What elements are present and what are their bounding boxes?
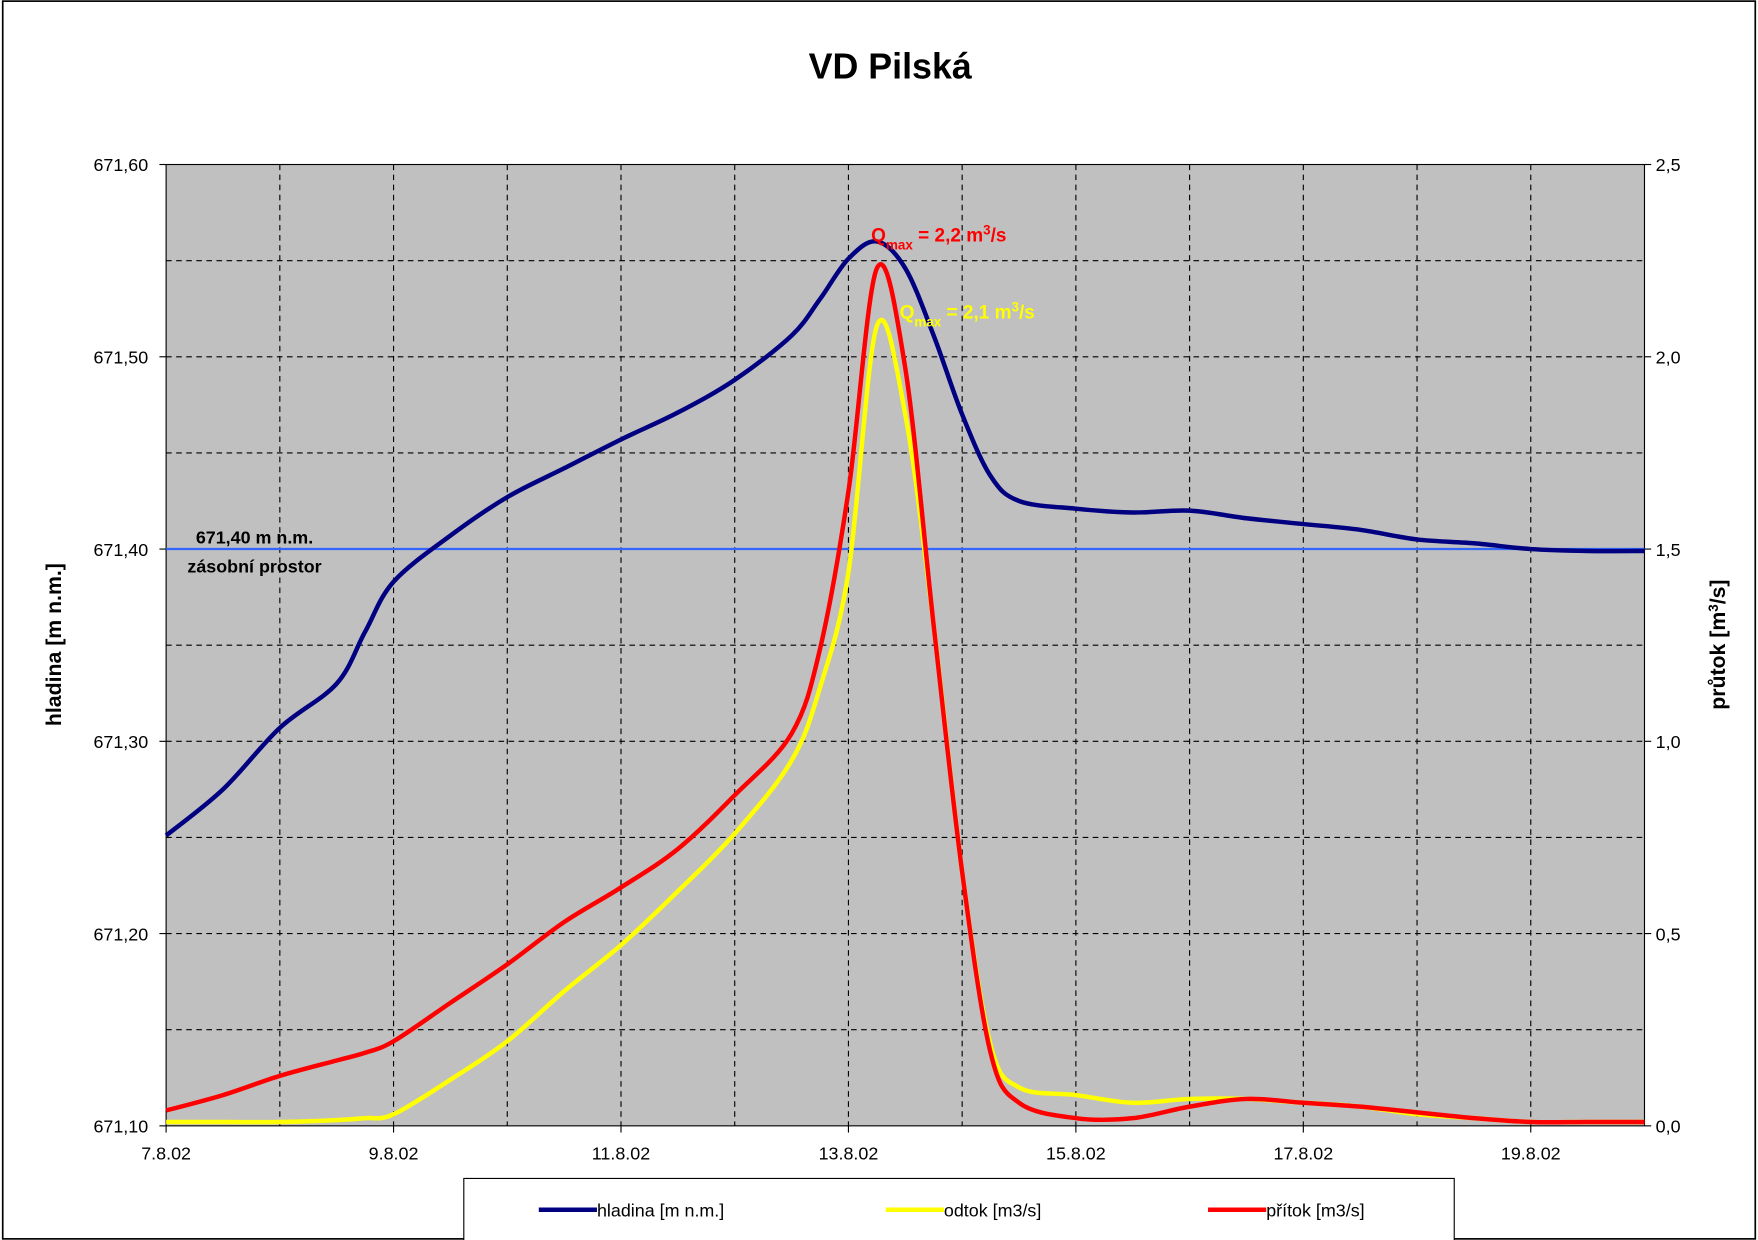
x-tick-label: 11.8.02 bbox=[592, 1143, 650, 1163]
series-line bbox=[165, 262, 1645, 1125]
y2-tick-label: 1,5 bbox=[1656, 540, 1681, 560]
reference-label: zásobní prostor bbox=[187, 557, 321, 577]
y-tick-label: 671,50 bbox=[93, 347, 148, 367]
annotation: Qmax = 2,2 m3/s bbox=[871, 222, 1006, 252]
annotation-part: 3 bbox=[1012, 299, 1019, 314]
x-tick-label: 19.8.02 bbox=[1501, 1143, 1561, 1163]
annotation-part: /s bbox=[1019, 302, 1035, 323]
x-tick-label: 13.8.02 bbox=[819, 1143, 879, 1163]
annotation-part: 3 bbox=[983, 222, 990, 237]
annotation-part: max bbox=[886, 237, 913, 252]
y-axis-label: hladina [m n.m.] bbox=[42, 563, 66, 726]
y2-axis-label-part: 3 bbox=[1706, 604, 1721, 611]
series-line bbox=[164, 239, 1645, 838]
y2-tick-label: 2,0 bbox=[1656, 347, 1681, 367]
x-tick-label: 7.8.02 bbox=[141, 1143, 191, 1163]
x-tick-label: 15.8.02 bbox=[1046, 1143, 1106, 1163]
y-tick-label: 671,60 bbox=[93, 155, 148, 175]
annotation-part: max bbox=[914, 314, 941, 329]
y2-tick-label: 1,0 bbox=[1656, 732, 1681, 752]
y2-tick-label: 0,5 bbox=[1656, 924, 1681, 944]
y2-tick-label: 0,0 bbox=[1656, 1117, 1681, 1137]
legend-label: odtok [m3/s] bbox=[944, 1200, 1041, 1220]
reference-label: 671,40 m n.m. bbox=[196, 527, 313, 547]
annotation-part: = 2,2 m bbox=[913, 225, 983, 246]
annotation-part: Q bbox=[871, 225, 886, 246]
y2-axis-label: průtok [m3/s] bbox=[1706, 579, 1731, 709]
y-tick-label: 671,40 bbox=[93, 540, 148, 560]
annotation: Qmax = 2,1 m3/s bbox=[900, 299, 1035, 329]
annotation-part: /s bbox=[991, 225, 1007, 246]
y2-axis-label-part: /s] bbox=[1706, 579, 1730, 604]
x-tick-label: 9.8.02 bbox=[369, 1143, 419, 1163]
legend-label: hladina [m n.m.] bbox=[597, 1200, 724, 1220]
annotation-part: Q bbox=[900, 302, 915, 323]
y-tick-label: 671,20 bbox=[93, 924, 148, 944]
plot-border bbox=[165, 163, 1646, 1127]
y-tick-label: 671,10 bbox=[93, 1117, 148, 1137]
y2-tick-label: 2,5 bbox=[1656, 155, 1681, 175]
legend-label: přítok [m3/s] bbox=[1266, 1200, 1364, 1220]
x-tick-label: 17.8.02 bbox=[1273, 1143, 1333, 1163]
y2-axis-label-part: průtok [m bbox=[1706, 612, 1730, 710]
annotation-part: = 2,1 m bbox=[941, 302, 1011, 323]
legend-box bbox=[463, 1177, 1455, 1240]
chart-title: VD Pilská bbox=[809, 46, 972, 86]
y-tick-label: 671,30 bbox=[93, 732, 148, 752]
